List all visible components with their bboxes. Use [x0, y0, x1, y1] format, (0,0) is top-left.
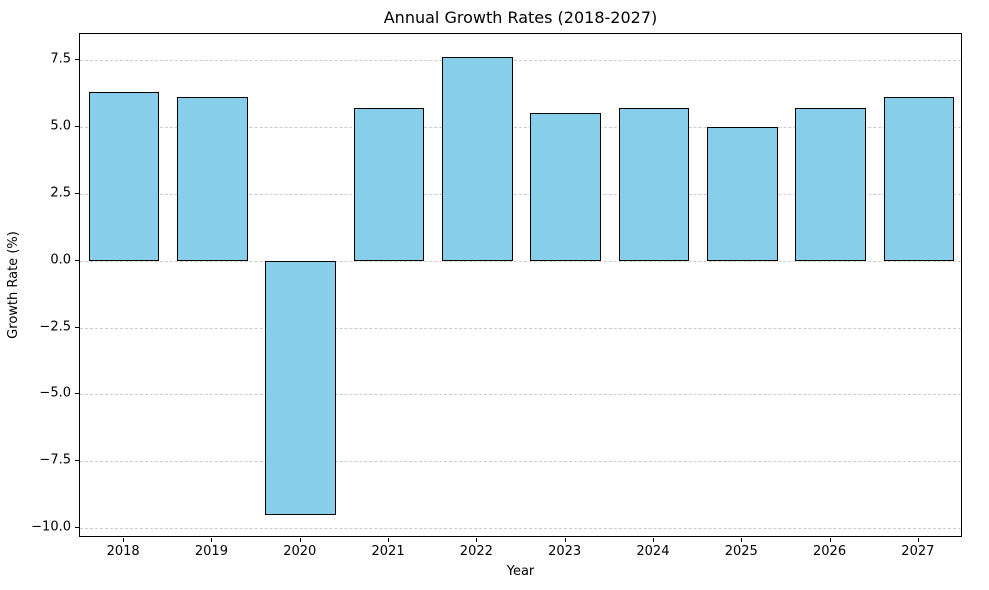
- y-tick-label: 2.5: [50, 185, 71, 201]
- y-tick-label: −10.0: [31, 519, 71, 535]
- x-tick-mark: [741, 538, 743, 542]
- y-tick-label: 5.0: [50, 118, 71, 134]
- y-tick-mark: [75, 192, 79, 194]
- gridline: [80, 461, 961, 463]
- y-tick-mark: [75, 259, 79, 261]
- x-tick-mark: [123, 538, 125, 542]
- gridline: [80, 260, 961, 262]
- bar-2027: [883, 97, 955, 261]
- y-tick-label: −5.0: [39, 385, 71, 401]
- bar-2023: [530, 113, 601, 261]
- x-tick-mark: [476, 538, 478, 542]
- chart-title: Annual Growth Rates (2018-2027): [383, 8, 658, 27]
- gridline: [80, 193, 961, 195]
- bar-2022: [442, 57, 513, 261]
- x-tick-label: 2027: [901, 544, 935, 559]
- bar-2026: [795, 107, 866, 261]
- gridline: [80, 394, 961, 396]
- x-tick-label: 2025: [724, 544, 758, 559]
- y-tick-mark: [75, 460, 79, 462]
- y-tick-label: −2.5: [39, 319, 71, 334]
- y-tick-label: −7.5: [39, 452, 71, 468]
- x-tick-label: 2020: [283, 544, 317, 559]
- y-tick-mark: [75, 527, 79, 529]
- bar-2018: [88, 91, 160, 261]
- gridline: [80, 327, 961, 329]
- x-tick-label: 2021: [371, 544, 405, 559]
- x-tick-label: 2018: [106, 544, 140, 559]
- y-tick-mark: [75, 58, 79, 60]
- x-tick-label: 2024: [636, 544, 670, 559]
- bar-2024: [618, 107, 690, 261]
- x-tick-label: 2023: [548, 544, 582, 559]
- plot-area: [79, 33, 962, 537]
- x-tick-mark: [652, 538, 654, 542]
- x-axis-label: Year: [506, 564, 535, 579]
- y-tick-mark: [75, 326, 79, 328]
- y-tick-mark: [75, 393, 79, 395]
- y-tick-label: 0.0: [50, 252, 71, 268]
- y-tick-label: 7.5: [50, 51, 71, 67]
- gridline: [80, 59, 961, 61]
- y-tick-mark: [75, 125, 79, 127]
- bar-2020: [265, 260, 337, 515]
- x-tick-label: 2022: [459, 544, 493, 559]
- x-tick-label: 2026: [813, 544, 847, 559]
- x-tick-mark: [564, 538, 566, 542]
- bar-2021: [353, 107, 425, 261]
- bar-2019: [177, 97, 248, 261]
- x-tick-label: 2019: [194, 544, 228, 559]
- x-tick-mark: [299, 538, 301, 542]
- x-tick-mark: [829, 538, 831, 542]
- x-tick-mark: [917, 538, 919, 542]
- bar-2025: [706, 126, 778, 261]
- gridline: [80, 528, 961, 530]
- x-tick-mark: [211, 538, 213, 542]
- x-tick-mark: [388, 538, 390, 542]
- gridline: [80, 126, 961, 128]
